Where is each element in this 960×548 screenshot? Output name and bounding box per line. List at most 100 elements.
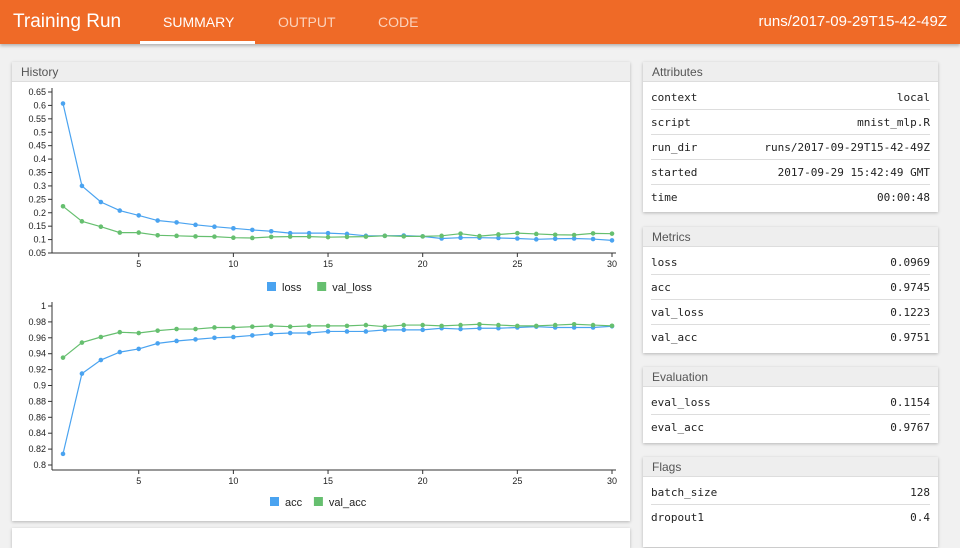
data-point-val_loss — [552, 232, 558, 238]
data-point-val_loss — [325, 234, 331, 240]
data-point-val_loss — [401, 234, 407, 239]
y-tick-label: 0.84 — [28, 428, 46, 438]
legend-swatch-val_acc — [313, 497, 323, 506]
x-tick-label: 10 — [228, 259, 238, 269]
data-point-val_acc — [515, 323, 520, 329]
data-point-val_acc — [155, 328, 160, 333]
x-tick-label: 25 — [512, 259, 522, 269]
row-value: 0.9745 — [890, 280, 930, 294]
y-tick-label: 0.25 — [28, 194, 46, 204]
y-tick-label: 0.45 — [28, 141, 46, 151]
y-tick-label: 0.96 — [28, 333, 46, 343]
legend-label-acc: acc — [285, 497, 303, 509]
data-point-acc — [136, 346, 142, 352]
attributes-card: Attributes context local script mnist_mlp.R… — [643, 62, 938, 212]
attributes-title: Attributes — [643, 62, 938, 82]
x-tick-label: 5 — [136, 476, 141, 486]
metrics-row: acc 0.9745 — [651, 275, 930, 300]
data-point-val_acc — [401, 322, 407, 328]
evaluation-row: eval_loss 0.1154 — [651, 390, 930, 415]
next-card — [12, 528, 630, 548]
row-key: run_dir — [651, 140, 698, 154]
row-value: 0.4 — [910, 511, 930, 524]
y-tick-label: 0.15 — [28, 221, 46, 231]
data-point-loss — [306, 230, 312, 236]
data-point-val_acc — [212, 325, 217, 330]
data-point-loss — [98, 199, 104, 205]
data-point-acc — [571, 325, 577, 330]
x-tick-label: 5 — [136, 259, 141, 269]
data-point-val_acc — [420, 322, 425, 328]
data-point-val_acc — [477, 321, 482, 327]
data-point-val_acc — [98, 334, 104, 340]
row-value: 0.1223 — [890, 305, 930, 319]
tab-output[interactable]: OUTPUT — [278, 14, 336, 30]
data-point-acc — [117, 349, 123, 355]
y-tick-label: 0.88 — [28, 396, 46, 406]
data-point-loss — [117, 208, 123, 213]
data-point-loss — [174, 220, 179, 225]
y-tick-label: 0.65 — [28, 87, 46, 97]
y-tick-label: 0.9 — [33, 381, 46, 391]
evaluation-card: Evaluation eval_loss 0.1154 eval_acc 0.9767 — [643, 367, 938, 443]
data-point-acc — [306, 330, 312, 336]
data-point-val_acc — [382, 324, 388, 329]
row-value: 0.9767 — [890, 421, 930, 434]
data-point-loss — [609, 238, 615, 243]
y-tick-label: 0.82 — [28, 444, 46, 454]
series-line-val_loss — [62, 205, 613, 239]
y-tick-label: 0.98 — [28, 317, 46, 327]
row-value: 0.9751 — [890, 331, 930, 344]
row-value: 0.1154 — [890, 395, 930, 409]
data-point-loss — [287, 230, 293, 236]
x-tick-label: 20 — [418, 476, 428, 486]
row-key: eval_loss — [651, 395, 711, 409]
data-point-val_acc — [60, 355, 66, 360]
metrics-card: Metrics loss 0.0969 acc 0.9745 val_loss 0.122… — [643, 227, 938, 353]
x-tick-label: 30 — [607, 259, 617, 269]
data-point-acc — [193, 337, 198, 342]
data-point-acc — [287, 330, 293, 336]
legend-swatch-acc — [270, 497, 279, 506]
flags-row: dropout1 0.4 — [651, 505, 930, 530]
data-point-loss — [268, 228, 274, 234]
data-point-val_acc — [231, 325, 236, 330]
attributes-row: time 00:00:48 — [651, 185, 930, 210]
legend-swatch-loss — [267, 282, 276, 291]
row-key: eval_acc — [651, 421, 704, 434]
row-key: script — [651, 115, 691, 129]
flags-row: batch_size 128 — [651, 480, 930, 505]
y-tick-label: 0.6 — [33, 100, 46, 110]
data-point-val_loss — [155, 232, 160, 238]
data-point-val_acc — [590, 322, 596, 328]
row-key: context — [651, 90, 698, 104]
evaluation-title: Evaluation — [643, 367, 938, 387]
y-tick-label: 0.86 — [28, 412, 46, 422]
series-line-val_acc — [62, 323, 613, 359]
data-point-val_acc — [306, 323, 312, 329]
data-point-val_loss — [363, 234, 369, 239]
data-point-val_loss — [420, 234, 425, 239]
data-point-acc — [382, 327, 388, 333]
data-point-val_loss — [136, 230, 142, 235]
legend-label-loss: loss — [282, 282, 302, 294]
data-point-acc — [250, 333, 255, 338]
row-key: loss — [651, 255, 678, 269]
tab-summary[interactable]: SUMMARY — [163, 14, 235, 30]
history-charts: 0.05 0.1 0.15 0.2 0.25 0.3 0.35 0.4 0.45 0.5 0.55 0… — [28, 87, 617, 509]
y-tick-label: 0.92 — [28, 365, 46, 375]
data-point-acc — [458, 326, 463, 332]
y-tick-label: 0.5 — [33, 127, 46, 137]
data-point-val_loss — [609, 231, 615, 236]
data-point-val_loss — [60, 204, 66, 209]
attributes-row: started 2017-09-29 15:42:49 GMT — [651, 160, 930, 185]
tab-code[interactable]: CODE — [378, 14, 419, 30]
data-point-val_loss — [515, 230, 520, 236]
attributes-row: run_dir runs/2017-09-29T15-42-49Z — [651, 135, 930, 160]
data-point-val_acc — [363, 322, 369, 328]
y-tick-label: 1 — [41, 301, 46, 311]
data-point-val_acc — [136, 330, 142, 336]
run-name: runs/2017-09-29T15-42-49Z — [758, 13, 947, 30]
data-point-acc — [174, 338, 179, 344]
data-point-acc — [268, 331, 274, 337]
